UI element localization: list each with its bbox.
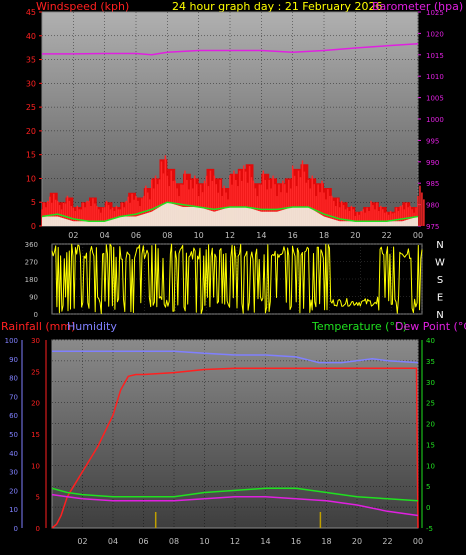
compass-label: N	[436, 310, 443, 321]
baro-tick-label: 985	[426, 180, 439, 188]
compass-label: S	[437, 275, 443, 286]
temperature-line	[51, 487, 419, 502]
temp-tick-label: 40	[426, 337, 435, 345]
temp-tick-label: 35	[426, 358, 435, 366]
baro-tick-label: 1010	[426, 73, 444, 81]
wind-x-tick-label: 04	[100, 231, 110, 240]
baro-tick-label: 980	[426, 202, 439, 210]
wind-tick-label: 30	[26, 79, 36, 88]
temp-x-tick-label: 14	[260, 537, 270, 546]
humidity-tick-label: 10	[9, 506, 18, 514]
temp-x-tick-label: 04	[108, 537, 118, 546]
wind-tick-label: 40	[26, 32, 36, 41]
compass-label: E	[437, 293, 443, 304]
temp-x-tick-label: 08	[169, 537, 179, 546]
wind-x-tick-label: 12	[225, 231, 235, 240]
baro-tick-label: 990	[426, 159, 439, 167]
wind-tick-label: 45	[26, 8, 36, 17]
compass-label: W	[435, 258, 445, 269]
temp-x-tick-label: 22	[382, 537, 392, 546]
temp-tick-label: 10	[426, 462, 435, 470]
baro-tick-label: 995	[426, 137, 439, 145]
wind-x-tick-label: 22	[382, 231, 392, 240]
avg-wind-line	[41, 201, 419, 222]
baro-tick-label: 1000	[426, 116, 444, 124]
temp-tick-label: 0	[426, 504, 430, 512]
wind-x-tick-label: 10	[194, 231, 204, 240]
wind-x-tick-label: 18	[319, 231, 329, 240]
humidity-tick-label: 60	[9, 412, 18, 420]
rain-tick-label: 10	[31, 462, 40, 470]
wind-x-tick-label: 00	[413, 231, 423, 240]
wind-x-tick-label: 06	[131, 231, 141, 240]
wind-x-tick-label: 08	[162, 231, 172, 240]
wind-tick-label: 5	[31, 198, 36, 207]
direction-tick-label: 0	[34, 311, 38, 319]
wind-tick-label: 25	[26, 103, 36, 112]
temp-tick-label: 20	[426, 421, 435, 429]
humidity-tick-label: 70	[9, 393, 18, 401]
baro-tick-label: 1005	[426, 95, 444, 103]
temp-x-tick-label: 20	[352, 537, 362, 546]
temp-x-tick-label: 02	[77, 537, 87, 546]
wind-x-tick-label: 14	[256, 231, 266, 240]
wind-tick-label: 35	[26, 56, 36, 65]
humidity-tick-label: 0	[14, 525, 18, 533]
humidity-tick-label: 40	[9, 450, 18, 458]
humidity-line	[52, 350, 419, 364]
humidity-axis-title: Humidity	[67, 320, 117, 333]
wind-tick-label: 0	[31, 222, 36, 231]
barometer-line	[42, 42, 419, 56]
direction-trace	[51, 243, 423, 315]
graph-title: 24 hour graph day : 21 February 2026	[172, 0, 383, 13]
temp-x-tick-label: 10	[199, 537, 209, 546]
baro-tick-label: 975	[426, 223, 439, 231]
rainfall-axis-title: Rainfall (mm)	[1, 320, 76, 333]
rain-tick-label: 0	[36, 525, 40, 533]
baro-tick-label: 1025	[426, 9, 444, 17]
wind-x-tick-label: 20	[350, 231, 360, 240]
rain-tick-label: 15	[31, 431, 40, 439]
humidity-tick-label: 30	[9, 469, 18, 477]
temp-tick-label: -5	[426, 525, 433, 533]
temp-x-tick-label: 12	[230, 537, 240, 546]
dewpoint-axis-title: Dew Point (°C)	[395, 320, 466, 333]
humidity-tick-label: 100	[5, 337, 18, 345]
wind-tick-label: 20	[26, 127, 36, 136]
direction-tick-label: 270	[25, 259, 38, 267]
direction-tick-label: 360	[25, 241, 38, 249]
rain-tick-label: 25	[31, 368, 40, 376]
temp-tick-label: 5	[426, 483, 430, 491]
windspeed-area	[42, 202, 418, 226]
wind-tick-label: 10	[26, 174, 36, 183]
temp-x-tick-label: 06	[138, 537, 148, 546]
humidity-tick-label: 90	[9, 356, 18, 364]
temp-x-tick-label: 00	[413, 537, 423, 546]
wind-x-tick-label: 16	[288, 231, 298, 240]
temp-x-tick-label: 16	[291, 537, 301, 546]
wind-x-tick-label: 02	[68, 231, 78, 240]
dewpoint-line	[51, 493, 419, 517]
baro-tick-label: 1020	[426, 30, 444, 38]
temp-tick-label: 30	[426, 379, 435, 387]
direction-tick-label: 180	[25, 276, 38, 284]
humidity-tick-label: 80	[9, 375, 18, 383]
humidity-tick-label: 50	[9, 431, 18, 439]
direction-tick-label: 90	[29, 294, 38, 302]
wind-tick-label: 15	[26, 151, 36, 160]
compass-label: N	[436, 240, 443, 251]
windspeed-axis-title: Windspeed (kph)	[36, 0, 130, 13]
temperature-axis-title: Temperature (°C)	[312, 320, 407, 333]
barometer-axis-title: Barometer (hpa)	[372, 0, 464, 13]
temp-tick-label: 25	[426, 400, 435, 408]
baro-tick-label: 1015	[426, 52, 444, 60]
rain-tick-label: 30	[31, 337, 40, 345]
humidity-tick-label: 20	[9, 487, 18, 495]
rain-tick-label: 20	[31, 400, 40, 408]
temp-tick-label: 15	[426, 441, 435, 449]
rain-tick-label: 5	[36, 494, 40, 502]
temp-x-tick-label: 18	[321, 537, 331, 546]
